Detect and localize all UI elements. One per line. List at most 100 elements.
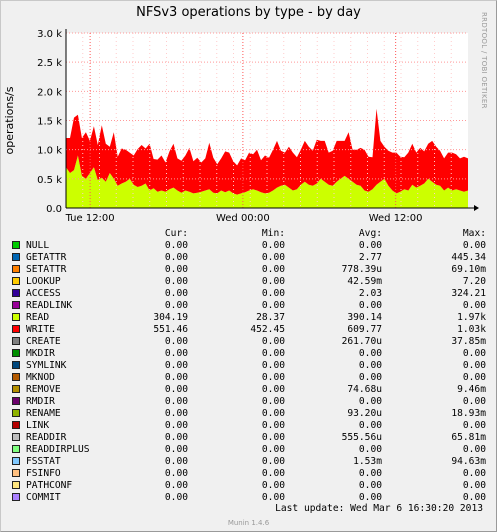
legend-swatch: [12, 349, 20, 357]
legend-swatch: [12, 289, 20, 297]
legend-avg-value: 0.00: [358, 348, 382, 359]
legend-cur-value: 0.00: [164, 408, 188, 419]
legend-min-value: 0.00: [261, 264, 285, 275]
legend-min-value: 0.00: [261, 396, 285, 407]
y-tick-label: 3.0 k: [37, 29, 62, 40]
legend-series-name: ACCESS: [26, 288, 61, 299]
legend-series-name: GETATTR: [26, 252, 67, 263]
legend-max-value: 0.00: [462, 360, 486, 371]
legend-min-value: 0.00: [261, 288, 285, 299]
legend-max-value: 1.03k: [457, 324, 486, 335]
x-axis-arrow: [474, 205, 479, 211]
legend-min-value: 0.00: [261, 432, 285, 443]
x-tick-label: Tue 12:00: [65, 213, 115, 224]
legend-cur-value: 0.00: [164, 240, 188, 251]
legend-series-name: PATHCONF: [26, 480, 73, 491]
legend-max-value: 0.00: [462, 480, 486, 491]
chart-plot: 0.0 0.5 k 1.0 k 1.5 k 2.0 k 2.5 k 3.0 k Tue 12:…: [3, 29, 479, 224]
legend-swatch: [12, 253, 20, 261]
legend-min-value: 452.45: [250, 324, 285, 335]
legend-swatch: [12, 397, 20, 405]
legend-max-value: 0.00: [462, 372, 486, 383]
legend-series-name: RENAME: [26, 408, 61, 419]
y-tick-label: 2.5 k: [37, 58, 62, 69]
legend-avg-value: 0.00: [358, 240, 382, 251]
legend-min-value: 0.00: [261, 240, 285, 251]
legend-swatch: [12, 313, 20, 321]
legend-cur-value: 0.00: [164, 360, 188, 371]
legend-header-max: Max:: [462, 228, 486, 239]
legend-avg-value: 2.03: [358, 288, 382, 299]
legend-min-value: 0.00: [261, 336, 285, 347]
legend-swatch: [12, 469, 20, 477]
legend-swatch: [12, 433, 20, 441]
legend-max-value: 445.34: [451, 252, 486, 263]
legend-swatch: [12, 301, 20, 309]
legend-max-value: 0.00: [462, 420, 486, 431]
last-update: Last update: Wed Mar 6 16:30:20 2013: [275, 503, 483, 514]
legend-cur-value: 0.00: [164, 264, 188, 275]
legend-avg-value: 390.14: [347, 312, 382, 323]
legend-series-name: READDIR: [26, 432, 67, 443]
legend-cur-value: 0.00: [164, 444, 188, 455]
chart-title: NFSv3 operations by type - by day: [136, 5, 361, 20]
legend-avg-value: 1.53m: [353, 456, 382, 467]
legend-avg-value: 93.20u: [347, 408, 382, 419]
y-tick-label: 2.0 k: [37, 87, 62, 98]
legend-series-name: READDIRPLUS: [26, 444, 90, 455]
legend-cur-value: 0.00: [164, 492, 188, 503]
legend-series-name: MKDIR: [26, 348, 55, 359]
legend-max-value: 0.00: [462, 396, 486, 407]
legend-max-value: 0.00: [462, 300, 486, 311]
legend-avg-value: 609.77: [347, 324, 382, 335]
legend-series-name: NULL: [26, 240, 50, 251]
legend-header-cur: Cur:: [164, 228, 188, 239]
legend-swatch: [12, 457, 20, 465]
legend-min-value: 0.00: [261, 408, 285, 419]
y-tick-label: 1.5 k: [37, 117, 62, 128]
legend-avg-value: 0.00: [358, 300, 382, 311]
y-tick-label: 0.0: [46, 204, 62, 215]
legend-series-name: FSSTAT: [26, 456, 61, 467]
munin-version: Munin 1.4.6: [227, 519, 270, 527]
legend-min-value: 0.00: [261, 468, 285, 479]
legend-series-name: SETATTR: [26, 264, 67, 275]
legend-min-value: 0.00: [261, 384, 285, 395]
legend-swatch: [12, 493, 20, 501]
legend-swatch: [12, 325, 20, 333]
legend-max-value: 0.00: [462, 348, 486, 359]
legend-series-name: WRITE: [26, 324, 55, 335]
legend-avg-value: 0.00: [358, 360, 382, 371]
y-tick-label: 1.0 k: [37, 146, 62, 157]
legend-swatch: [12, 241, 20, 249]
legend-avg-value: 74.68u: [347, 384, 382, 395]
x-tick-label: Wed 00:00: [216, 213, 270, 224]
legend-max-value: 0.00: [462, 492, 486, 503]
legend-series-name: READ: [26, 312, 50, 323]
legend-max-value: 37.85m: [451, 336, 486, 347]
legend-avg-value: 0.00: [358, 396, 382, 407]
series-area-read: [66, 155, 468, 208]
legend-min-value: 0.00: [261, 372, 285, 383]
legend-cur-value: 0.00: [164, 456, 188, 467]
legend-swatch: [12, 385, 20, 393]
legend-avg-value: 261.70u: [341, 336, 382, 347]
legend-swatch: [12, 409, 20, 417]
legend-min-value: 0.00: [261, 492, 285, 503]
legend-series-name: LOOKUP: [26, 276, 61, 287]
legend-swatch: [12, 337, 20, 345]
legend-max-value: 9.46m: [457, 384, 486, 395]
legend-min-value: 0.00: [261, 348, 285, 359]
legend-cur-value: 0.00: [164, 432, 188, 443]
legend-min-value: 0.00: [261, 480, 285, 491]
legend-avg-value: 0.00: [358, 468, 382, 479]
legend-series-name: SYMLINK: [26, 360, 67, 371]
legend-avg-value: 0.00: [358, 444, 382, 455]
legend-swatch: [12, 445, 20, 453]
legend-cur-value: 0.00: [164, 336, 188, 347]
legend-cur-value: 0.00: [164, 420, 188, 431]
legend-avg-value: 0.00: [358, 420, 382, 431]
legend-series-name: LINK: [26, 420, 50, 431]
legend-cur-value: 0.00: [164, 288, 188, 299]
legend-max-value: 0.00: [462, 240, 486, 251]
